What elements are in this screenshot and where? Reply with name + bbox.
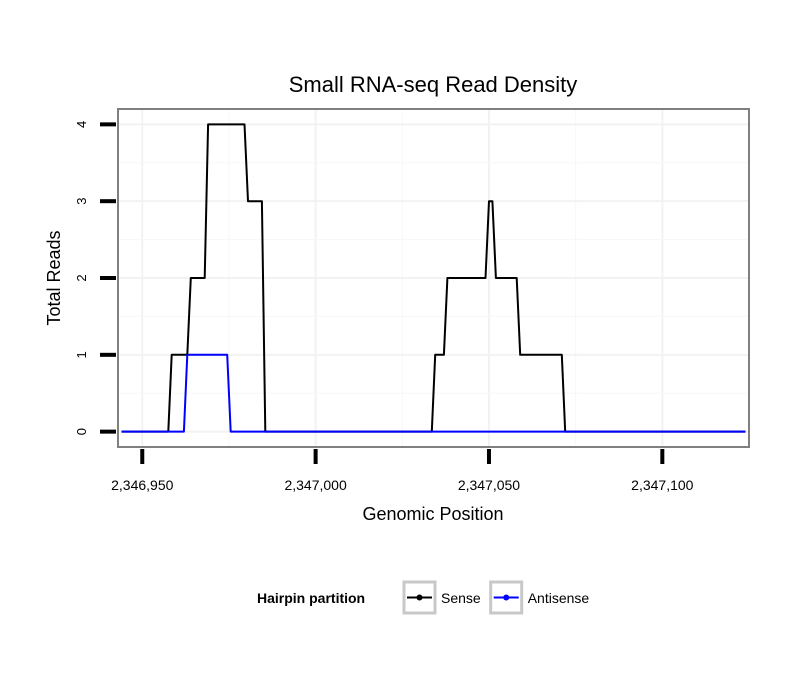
y-axis-label: Total Reads: [44, 230, 64, 325]
x-tick-label: 2,347,050: [458, 477, 520, 493]
x-axis: 2,346,950 2,347,000 2,347,050 2,347,100: [111, 449, 694, 493]
series-line-antisense: [121, 353, 746, 433]
legend-label: Sense: [441, 590, 481, 606]
y-tick-label: 3: [74, 198, 89, 205]
series-layer: [121, 123, 746, 433]
y-tick-label: 0: [74, 428, 89, 435]
y-tick-label: 4: [74, 121, 89, 128]
chart-title: Small RNA-seq Read Density: [289, 72, 578, 97]
legend-title: Hairpin partition: [257, 590, 365, 606]
legend: Hairpin partition Sense Antisense: [257, 580, 590, 615]
x-tick-label: 2,346,950: [111, 477, 173, 493]
plot-border: [117, 108, 750, 448]
legend-key-dot: [503, 594, 510, 601]
grid-lines: [118, 109, 749, 447]
x-axis-label: Genomic Position: [362, 504, 503, 524]
legend-label: Antisense: [528, 590, 590, 606]
legend-items: Sense Antisense: [402, 580, 590, 615]
legend-item-sense: Sense: [402, 580, 481, 615]
legend-item-antisense: Antisense: [489, 580, 590, 615]
y-tick-label: 1: [74, 351, 89, 358]
y-tick-label: 2: [74, 274, 89, 281]
x-tick-label: 2,347,000: [284, 477, 346, 493]
x-tick-label: 2,347,100: [631, 477, 693, 493]
y-axis: 0 1 2 3 4: [74, 121, 116, 435]
legend-key-dot: [416, 594, 423, 601]
